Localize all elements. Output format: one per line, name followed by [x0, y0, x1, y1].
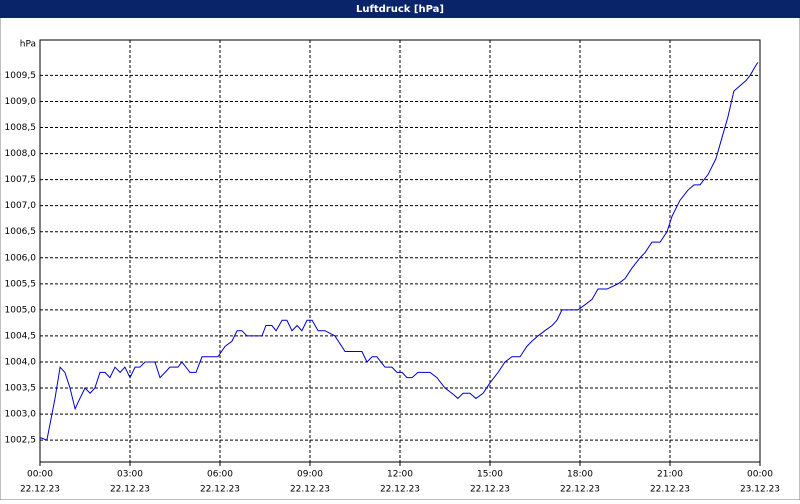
x-tick-date: 22.12.23 [560, 485, 600, 495]
x-tick-date: 22.12.23 [650, 485, 690, 495]
y-tick-label: 1004,5 [5, 331, 37, 341]
x-tick-date: 22.12.23 [470, 485, 510, 495]
x-tick-label: 00:00 [747, 470, 773, 480]
y-tick-label: 1004,0 [5, 357, 37, 367]
x-tick-date: 22.12.23 [290, 485, 330, 495]
y-tick-label: 1002,5 [5, 436, 37, 446]
x-tick-label: 15:00 [477, 470, 503, 480]
x-tick-date: 22.12.23 [200, 485, 240, 495]
y-tick-label: 1005,0 [5, 305, 37, 315]
x-tick-label: 06:00 [207, 470, 233, 480]
y-tick-label: 1008,5 [5, 123, 37, 133]
y-tick-label: 1003,5 [5, 384, 37, 394]
x-tick-date: 22.12.23 [110, 485, 150, 495]
y-axis-label: hPa [20, 40, 36, 50]
x-tick-date: 22.12.23 [20, 485, 60, 495]
y-tick-label: 1006,0 [5, 253, 37, 263]
y-tick-label: 1003,0 [5, 410, 37, 420]
title-bar [0, 0, 800, 18]
data-line [39, 62, 759, 441]
y-tick-label: 1009,5 [5, 71, 37, 81]
y-tick-label: 1009,0 [5, 97, 37, 107]
chart-title: Luftdruck [hPa] [356, 4, 444, 15]
x-tick-label: 12:00 [387, 470, 413, 480]
x-tick-label: 00:00 [27, 470, 53, 480]
x-tick-label: 21:00 [657, 470, 683, 480]
y-tick-label: 1007,0 [5, 201, 37, 211]
x-tick-date: 22.12.23 [380, 485, 420, 495]
x-tick-label: 18:00 [567, 470, 593, 480]
y-tick-label: 1007,5 [5, 175, 37, 185]
x-tick-label: 09:00 [297, 470, 323, 480]
y-tick-label: 1008,0 [5, 149, 37, 159]
x-tick-date: 23.12.23 [740, 485, 780, 495]
x-tick-label: 03:00 [117, 470, 143, 480]
y-tick-label: 1005,5 [5, 279, 37, 289]
y-tick-label: 1006,5 [5, 227, 37, 237]
